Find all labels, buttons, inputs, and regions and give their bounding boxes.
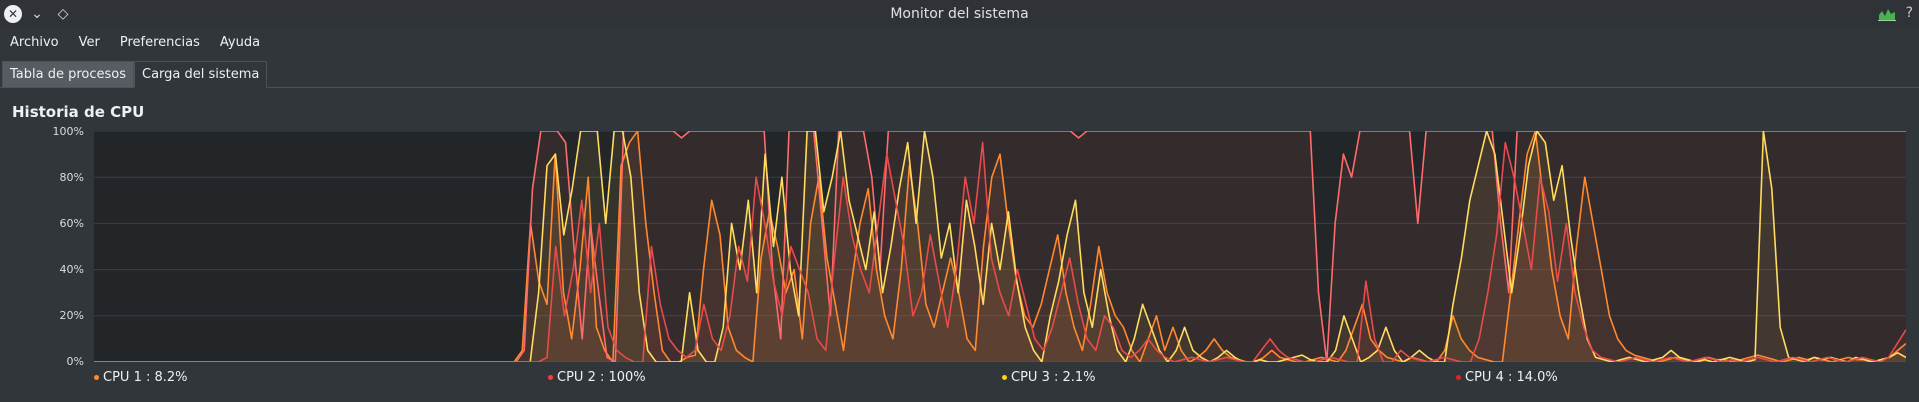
y-tick-label: 80% [59, 171, 84, 184]
tab-process-table[interactable]: Tabla de procesos [2, 61, 135, 88]
legend-swatch [94, 375, 99, 380]
menu-archivo[interactable]: Archivo [10, 35, 59, 50]
legend-swatch [1456, 375, 1461, 380]
tab-divider [0, 87, 1919, 88]
legend-cpu-4: CPU 4 : 14.0% [1456, 370, 1558, 385]
keep-above-icon[interactable]: ◇ [57, 6, 69, 22]
series-line-cpu-3 [94, 131, 1906, 362]
legend-cpu-3: CPU 3 : 2.1% [1002, 370, 1096, 385]
title-bar: ✕ ⌄ ◇ Monitor del sistema ? [0, 0, 1919, 28]
help-icon[interactable]: ? [1905, 5, 1913, 21]
y-tick-label: 0% [66, 355, 84, 368]
menu-ayuda[interactable]: Ayuda [219, 35, 261, 50]
system-monitor-icon [1877, 9, 1896, 21]
y-tick-label: 20% [59, 309, 84, 322]
series-line-cpu-4 [94, 141, 1906, 362]
menu-ver[interactable]: Ver [78, 35, 100, 50]
window-title: Monitor del sistema [890, 6, 1029, 22]
chart-background [94, 131, 1906, 362]
chevron-down-icon[interactable]: ⌄ [31, 6, 43, 22]
close-icon[interactable]: ✕ [4, 5, 22, 23]
cpu-history-title: Historia de CPU [12, 103, 145, 121]
series-area-cpu-4 [94, 142, 1906, 362]
legend-swatch [1002, 375, 1007, 380]
tab-bar: Tabla de procesos Carga del sistema [2, 61, 268, 88]
y-tick-label: 60% [59, 217, 84, 230]
menu-preferencias[interactable]: Preferencias [119, 35, 200, 50]
series-line-cpu-1 [94, 131, 1906, 362]
window-controls-right: ? [1877, 5, 1913, 21]
tab-system-load[interactable]: Carga del sistema [134, 61, 268, 88]
window-controls-left: ✕ ⌄ ◇ [4, 3, 74, 25]
legend-label: CPU 1 : 8.2% [103, 370, 188, 385]
legend-cpu-1: CPU 1 : 8.2% [94, 370, 188, 385]
y-tick-label: 100% [52, 125, 84, 138]
menu-bar: Archivo Ver Preferencias Ayuda [0, 31, 270, 55]
legend-label: CPU 2 : 100% [557, 370, 646, 385]
legend-label: CPU 3 : 2.1% [1011, 370, 1096, 385]
legend-cpu-2: CPU 2 : 100% [548, 370, 646, 385]
legend-label: CPU 4 : 14.0% [1465, 370, 1558, 385]
y-tick-label: 40% [59, 263, 84, 276]
legend-swatch [548, 375, 553, 380]
cpu-history-chart [94, 131, 1906, 362]
series-area-cpu-1 [94, 131, 1906, 362]
